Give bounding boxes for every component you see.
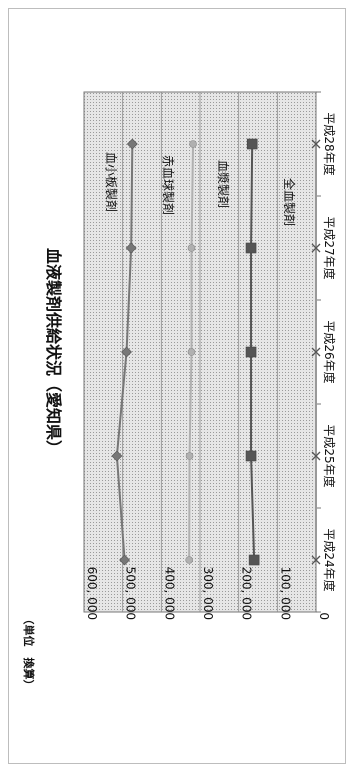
data-point bbox=[185, 452, 194, 460]
chart-frame bbox=[8, 8, 346, 764]
y-tick-labels: 0 100, 000 200, 000 300, 000 400, 000 500, 00… bbox=[85, 567, 331, 620]
y-tick-label: 300, 000 bbox=[201, 567, 215, 620]
x-tick-label: 平成27年度 bbox=[322, 216, 337, 279]
data-point bbox=[311, 243, 321, 253]
y-tick-label: 600, 000 bbox=[85, 567, 99, 620]
y-tick-label: 400, 000 bbox=[162, 567, 176, 620]
data-point bbox=[125, 242, 137, 254]
y-tick-label: 200, 000 bbox=[240, 567, 254, 620]
data-point bbox=[311, 347, 321, 357]
series-label-platelet: 血小板製剤 bbox=[104, 152, 119, 212]
series-label-plasma: 血漿製剤 bbox=[216, 160, 231, 208]
data-point bbox=[311, 555, 321, 565]
x-tick-label: 平成25年度 bbox=[322, 424, 337, 487]
unit-label: （単位 換算） bbox=[22, 614, 36, 691]
x-tick-label: 平成26年度 bbox=[322, 320, 337, 383]
data-point bbox=[187, 348, 196, 356]
data-point bbox=[126, 138, 138, 150]
data-point bbox=[248, 554, 260, 566]
series-layer bbox=[111, 138, 321, 566]
x-tick-label: 平成28年度 bbox=[322, 112, 337, 175]
data-point bbox=[245, 346, 257, 358]
chart-title: 血液製剤供給状況（愛知県） bbox=[44, 248, 63, 456]
data-point bbox=[246, 138, 258, 150]
series-label-whole-blood: 全血製剤 bbox=[282, 178, 297, 226]
series-label-red-cell: 赤血球製剤 bbox=[161, 155, 176, 215]
data-point bbox=[187, 244, 196, 252]
y-tick-label: 0 bbox=[317, 612, 331, 620]
data-point bbox=[245, 450, 257, 462]
y-tick-label: 100, 000 bbox=[278, 567, 292, 620]
y-tick-label: 500, 000 bbox=[124, 567, 138, 620]
data-point bbox=[185, 556, 193, 564]
data-point bbox=[119, 554, 131, 566]
data-point bbox=[121, 346, 132, 358]
x-tick-label: 平成24年度 bbox=[322, 528, 337, 591]
data-point bbox=[189, 140, 197, 148]
data-point bbox=[111, 450, 123, 462]
data-point bbox=[245, 242, 257, 254]
data-point bbox=[311, 139, 321, 149]
data-point bbox=[311, 451, 321, 461]
